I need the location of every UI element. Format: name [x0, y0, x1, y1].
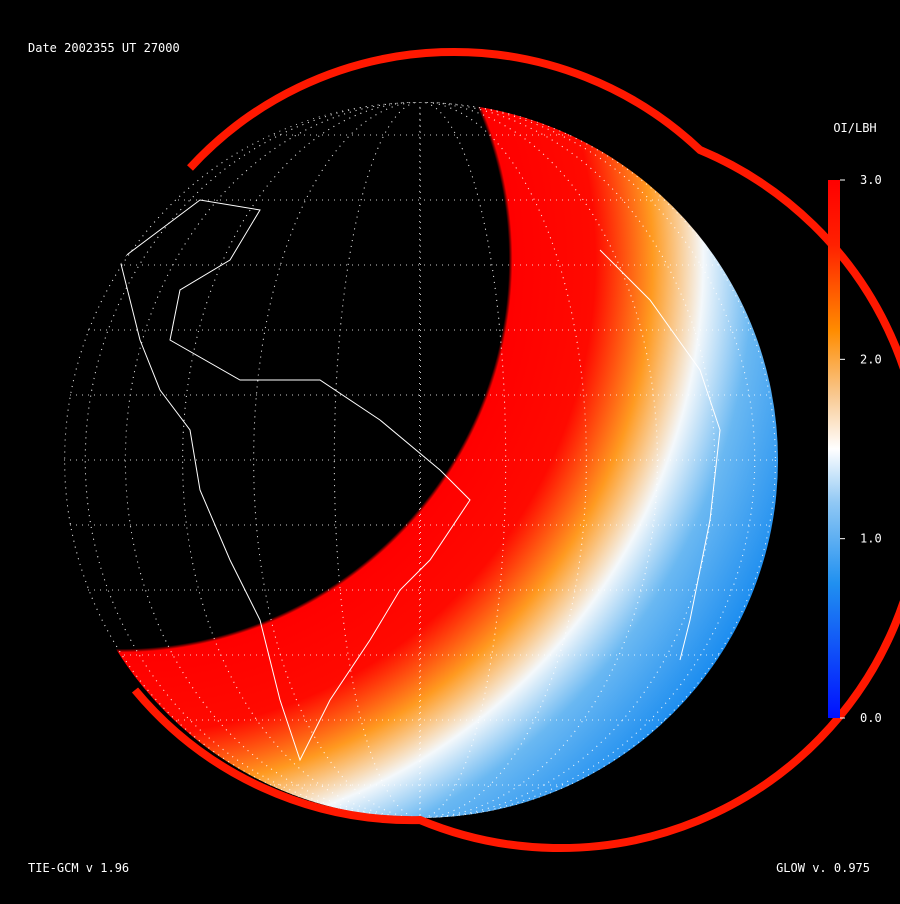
colorbar-title: OI/LBH: [833, 121, 876, 135]
meridian: [124, 102, 716, 818]
colorbar: [828, 180, 840, 718]
glow-version: GLOW v. 0.975: [776, 861, 870, 875]
meridian: [64, 102, 776, 818]
meridian: [333, 102, 507, 818]
meridian: [182, 102, 658, 818]
colorbar-tick-label: 3.0: [860, 173, 882, 187]
colorbar-tick-label: 0.0: [860, 711, 882, 725]
model-version: TIE-GCM v 1.96: [28, 861, 129, 875]
colorbar-tick-label: 1.0: [860, 532, 882, 546]
title: Date 2002355 UT 27000: [28, 41, 180, 55]
globe: [62, 102, 778, 818]
colorbar-tick-label: 2.0: [860, 352, 882, 366]
limb: [131, 47, 900, 853]
meridian: [419, 102, 421, 818]
